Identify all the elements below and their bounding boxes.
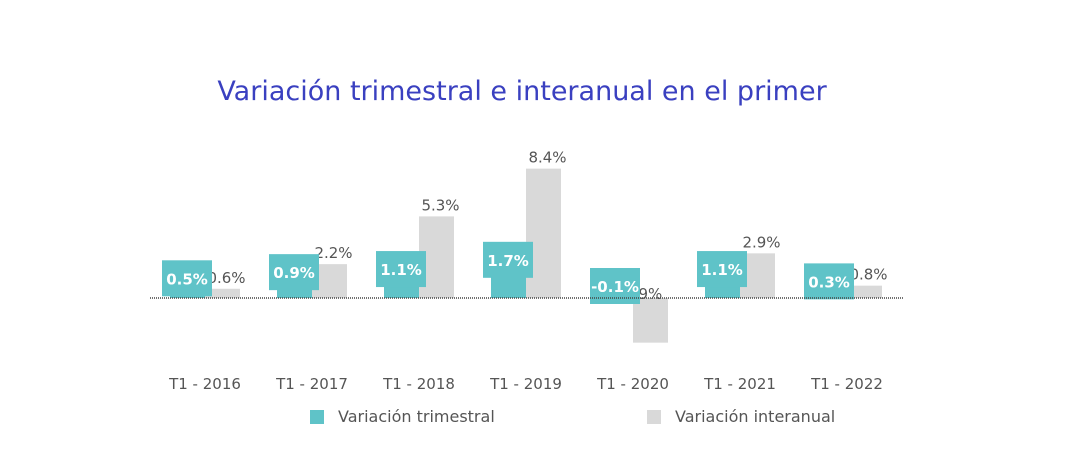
legend-item-trimestral[interactable]: Variación trimestral (310, 407, 495, 426)
data-label-trimestral: 1.1% (701, 261, 743, 279)
data-label-trimestral: -0.1% (591, 278, 639, 296)
bar-interanual (526, 168, 561, 298)
bar-interanual (633, 298, 668, 343)
data-label-box-trimestral (804, 263, 854, 300)
legend-label: Variación trimestral (338, 407, 495, 426)
data-label-interanual: 8.4% (528, 149, 566, 167)
x-tick-label: T1 - 2017 (275, 375, 348, 393)
data-label-interanual: 5.3% (421, 196, 459, 214)
bar-interanual (847, 285, 882, 298)
x-tick-label: T1 - 2018 (382, 375, 455, 393)
data-label-box-trimestral (697, 251, 747, 288)
data-label-box-trimestral (376, 251, 426, 288)
x-tick-label: T1 - 2019 (489, 375, 562, 393)
data-label-trimestral: 1.7% (487, 252, 529, 270)
data-label-trimestral: 1.1% (380, 261, 422, 279)
legend-label: Variación interanual (675, 407, 836, 426)
data-label-interanual: 2.9% (742, 233, 780, 251)
bar-interanual (205, 288, 240, 298)
x-tick-label: T1 - 2016 (168, 375, 241, 393)
data-label-box-trimestral (483, 241, 533, 278)
legend-item-interanual[interactable]: Variación interanual (647, 407, 835, 426)
data-label-interanual: 0.8% (849, 266, 887, 284)
data-label-interanual: 2.2% (314, 244, 352, 262)
x-tick-label: T1 - 2020 (596, 375, 669, 393)
data-label-box-trimestral (162, 260, 212, 297)
legend-swatch-teal (310, 409, 324, 424)
data-label-trimestral: 0.9% (273, 264, 315, 282)
legend-swatch-gray (647, 409, 661, 424)
x-tick-label: T1 - 2022 (810, 375, 883, 393)
data-label-box-trimestral (269, 254, 319, 291)
data-label-interanual: 0.6% (207, 269, 245, 287)
data-label-trimestral: 0.5% (166, 270, 208, 288)
chart-title: Variación trimestral e interanual en el … (217, 76, 827, 107)
data-label-trimestral: 0.3% (808, 273, 850, 291)
x-tick-label: T1 - 2021 (703, 375, 776, 393)
